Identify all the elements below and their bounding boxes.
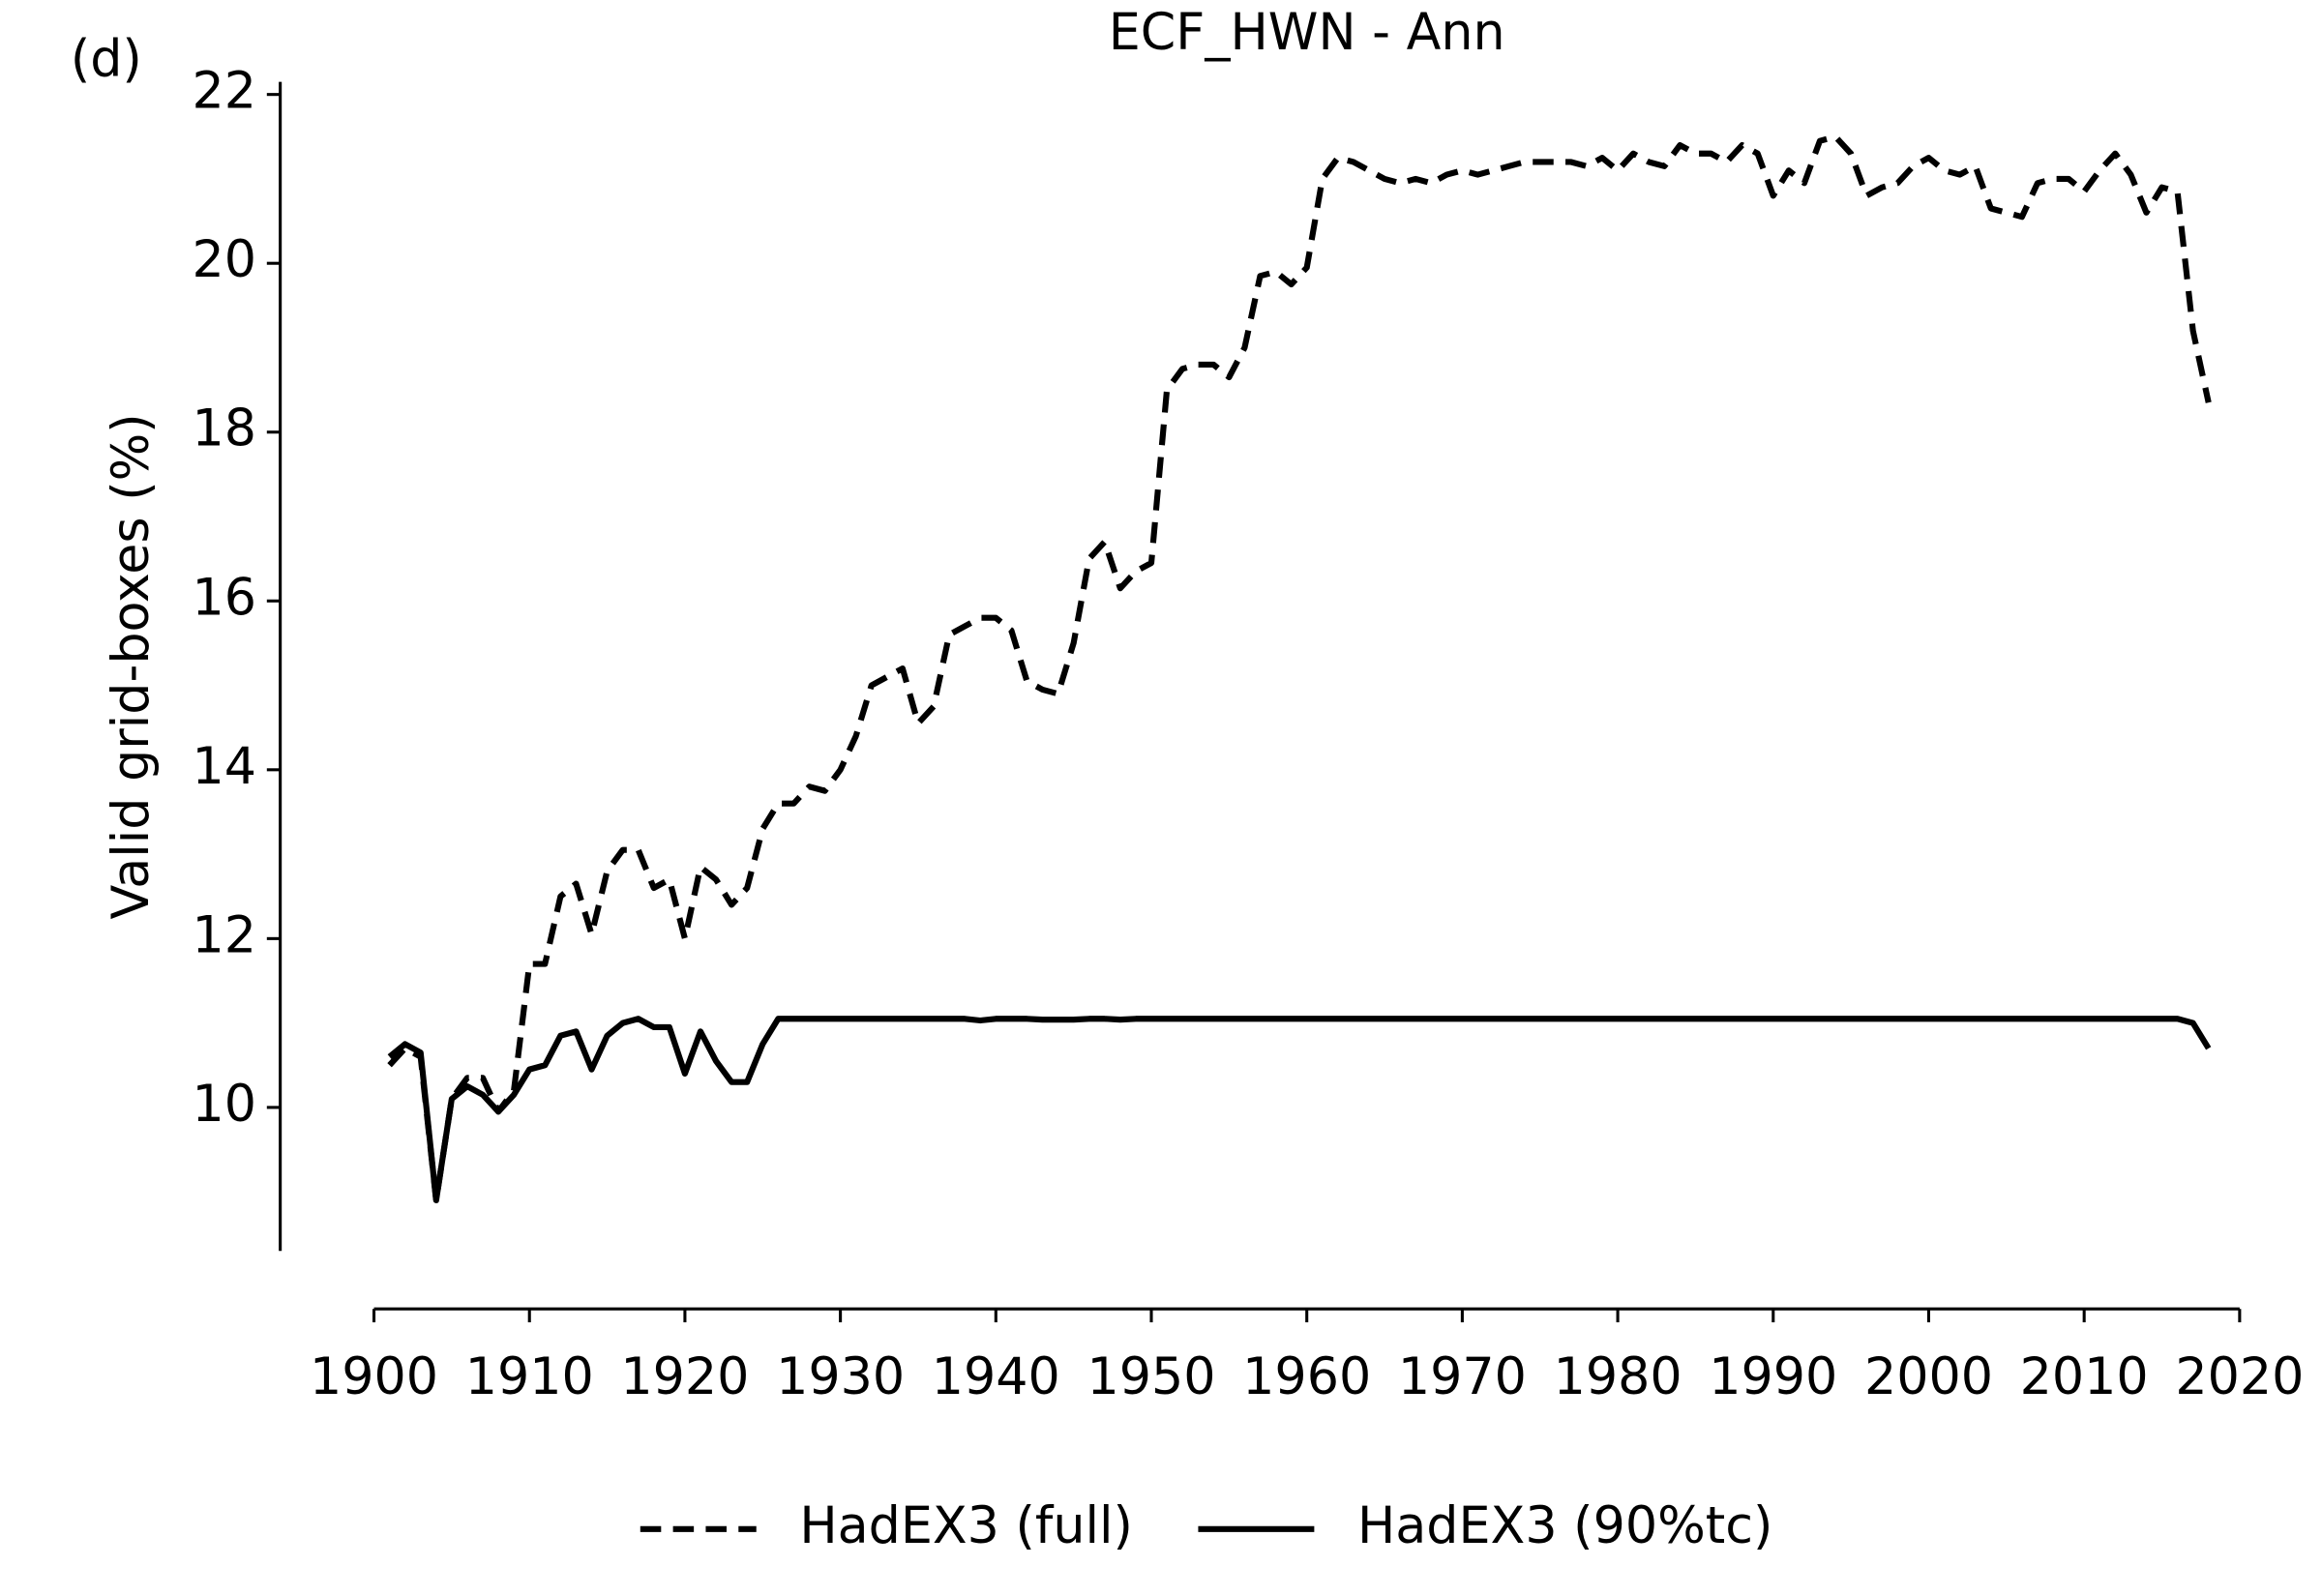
panel-label: (d) [71, 30, 142, 89]
x-tick-label: 2000 [1864, 1347, 1993, 1406]
chart-title: ECF_HWN - Ann [1109, 3, 1505, 62]
data-line [387, 1016, 2212, 1203]
x-tick-label: 1960 [1242, 1347, 1371, 1406]
x-tick-label: 1980 [1554, 1347, 1682, 1406]
y-tick-label: 16 [193, 568, 257, 627]
y-tick-label: 18 [193, 399, 257, 458]
x-tick-label: 1920 [620, 1347, 749, 1406]
legend-label: HadEX3 (full) [799, 1496, 1133, 1555]
x-tick-label: 1930 [776, 1347, 905, 1406]
y-tick-label: 14 [193, 737, 257, 796]
x-tick-label: 1990 [1709, 1347, 1837, 1406]
x-tick-label: 2010 [2020, 1347, 2149, 1406]
x-tick-label: 1900 [310, 1347, 438, 1406]
legend-label: HadEX3 (90%tc) [1357, 1496, 1772, 1555]
x-tick-label: 1910 [465, 1347, 594, 1406]
y-tick-label: 10 [193, 1075, 257, 1134]
x-tick-label: 1940 [932, 1347, 1060, 1406]
y-tick-label: 22 [193, 62, 257, 121]
y-tick-label: 20 [193, 230, 257, 289]
x-tick-label: 1970 [1398, 1347, 1527, 1406]
y-axis-label: Valid grid-boxes (%) [102, 413, 161, 919]
y-tick-label: 12 [193, 905, 257, 964]
x-tick-label: 1950 [1087, 1347, 1215, 1406]
data-line [387, 133, 2212, 1203]
x-tick-label: 2020 [2175, 1347, 2304, 1406]
